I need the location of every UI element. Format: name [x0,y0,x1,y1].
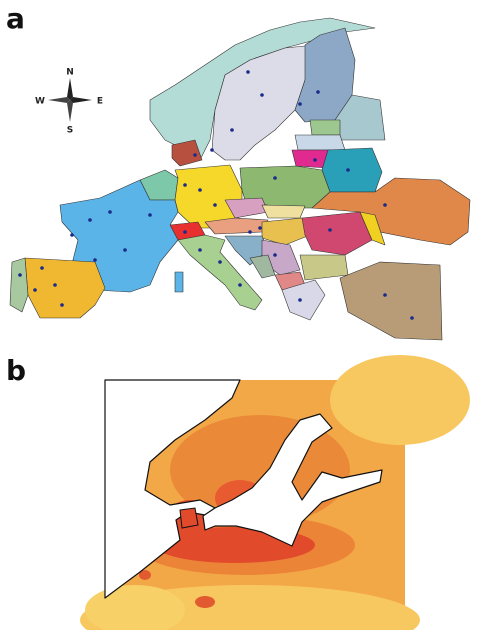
compass: N S E W [35,68,103,136]
heat-map [80,355,470,630]
sample-dots [18,70,414,320]
compass-south: S [67,126,73,136]
panel-b: b [6,354,470,630]
compass-east: E [97,97,103,107]
panel-label: a [6,2,25,35]
panel-a: a N S E W [6,2,471,341]
compass-north: N [66,68,74,78]
panel-label: b [6,354,26,387]
compass-west: W [35,97,45,107]
europe-map [9,17,471,341]
